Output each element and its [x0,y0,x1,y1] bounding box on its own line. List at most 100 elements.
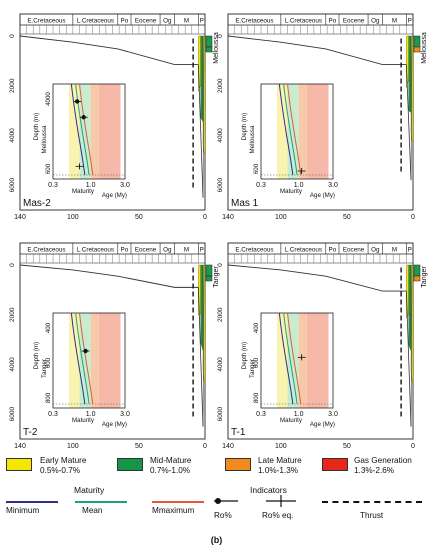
well-label: Mas-2 [23,198,51,209]
inset-zone-mid-mature [79,84,91,179]
depth-tick-label: 6000 [9,178,16,193]
legend-ro-dot [215,498,221,504]
panel-mas-1: E.Cretaceous L.Cretaceous Po Eocene Og M P 140 1… [217,13,428,221]
inset-x-tick: 3.0 [120,411,130,418]
inset-x-tick: 1.0 [294,182,304,189]
depth-tick-label: 2000 [9,307,16,322]
period-label: L.Cretaceous [285,246,322,253]
ro-point [74,99,80,104]
formation-tab-lower [205,46,213,53]
period-label: Og [371,246,380,253]
period-label: E.Cretaceous [235,17,273,24]
inset-depth-tick: 600 [253,357,260,368]
inset-curve-mmaximum [78,312,94,405]
inset-frame [260,83,334,180]
panel-t-1: E.Cretaceous L.Cretaceous Po Eocene Og M P 140 1… [217,242,428,450]
depth-tick-label: 6000 [9,407,16,422]
formation-tab-lower [205,275,213,282]
inset-zone-gas-generation [98,84,121,179]
inset-depth-tick: 800 [253,392,260,403]
inset-xlabel: Maturity [72,188,95,195]
inset-zone-mid-mature [287,313,299,408]
burial-drop-line [405,291,412,427]
inset-x-tick: 0.3 [48,182,58,189]
time-tick-label: 140 [222,443,234,450]
legend: Early Mature 0.5%-0.7% Mid-Mature 0.7%-1… [0,454,433,550]
inset-formation: Melloussa [41,125,48,153]
panel-t-2: E.Cretaceous L.Cretaceous Po Eocene Og M P 140 1… [9,242,220,450]
formation-tab-green [413,35,421,48]
period-label: L.Cretaceous [285,17,322,24]
legend-maturity-header: Maturity [74,485,105,495]
inset-x-tick: 3.0 [120,182,130,189]
formation-label: Tanger [421,266,428,288]
legend-swatch-late-mature [225,458,251,471]
inset-curve-minimum [278,312,294,405]
depth-tick-label: 4000 [9,128,16,143]
legend-label-mean: Mean [82,506,103,515]
inset-formation: Tanger [249,359,256,378]
formation-tab-green [413,264,421,277]
period-label: E.Cretaceous [235,246,273,253]
burial-curve [19,35,199,66]
time-tick-label: 0 [203,443,207,450]
depth-tick-label: 2000 [9,78,16,93]
inset-zone-late-mature [298,84,307,179]
inset-xlabel: Maturity [72,417,95,424]
time-tick-label: 140 [14,443,26,450]
period-label: P [200,17,204,24]
inset-xlabel: Maturity [280,417,303,424]
formation-tab-green [205,35,213,48]
inset-x-tick: 0.3 [256,182,266,189]
maturity-inset: Depth (m) Tanger 400 600 800 0.3 1.0 3.0 Maturit… [241,312,338,428]
inset-depth-tick: 400 [253,322,260,333]
legend-label-mid-mature: Mid-Mature [150,456,192,465]
period-label: Po [121,246,129,253]
inset-curve-minimum [70,312,86,405]
period-label: L.Cretaceous [77,246,114,253]
well-label: T-1 [231,427,246,438]
inset-x-tick: 1.0 [294,411,304,418]
period-label: M [184,246,189,253]
formation-tab-lower [413,46,421,53]
formation-label: Melloussa [421,32,428,64]
inset-curve-minimum [70,83,86,176]
depth-tick-label: 6000 [217,407,224,422]
inset-x-tick: 1.0 [86,182,96,189]
burial-drop-line [410,35,413,181]
period-label: Og [163,246,172,253]
inset-zone-early-mature [68,84,80,179]
maturity-inset: Depth (m) Melloussa 600 0.3 1.0 3.0 Maturity Ag… [241,83,338,199]
maturity-inset: Depth (m) Melloussa 4000 600 0.3 1.0 3.0 Maturi… [33,83,130,199]
burial-drop-line [202,264,205,427]
maturity-band [200,35,204,123]
ro-point [81,115,86,120]
inset-depth-tick: 4000 [45,92,52,106]
legend-indicators-header: Indicators [250,485,287,495]
legend-range-late-mature: 1.0%-1.3% [258,466,299,475]
inset-ylabel: Depth (m) [33,113,40,141]
inset-curve-mmaximum [78,83,94,176]
legend-thrust-line [322,501,422,503]
time-tick-label: 50 [343,214,351,221]
maturity-inset: Depth (m) Tanger 400 600 800 0.3 1.0 3.0 Maturit… [33,312,130,428]
period-label: P [200,246,204,253]
burial-drop-line [197,64,204,198]
period-label: Po [121,17,129,24]
legend-label-ro: Ro% [214,511,232,520]
time-tick-label: 0 [203,214,207,221]
burial-drop-line [410,264,413,427]
legend-label-gas-generation: Gas Generation [354,456,412,465]
inset-zone-gas-generation [306,313,329,408]
time-tick-label: 100 [275,214,287,221]
period-label: Eocene [343,17,365,24]
formation-label: Melloussa [213,32,220,64]
inset-depth-tick: 800 [45,392,52,403]
inset-zone-mid-mature [287,84,299,179]
inset-frame [52,83,126,180]
inset-curve-mean [283,83,298,176]
period-label: Po [329,17,337,24]
inset-zone-early-mature [276,84,288,179]
inset-x-tick: 0.3 [256,411,266,418]
